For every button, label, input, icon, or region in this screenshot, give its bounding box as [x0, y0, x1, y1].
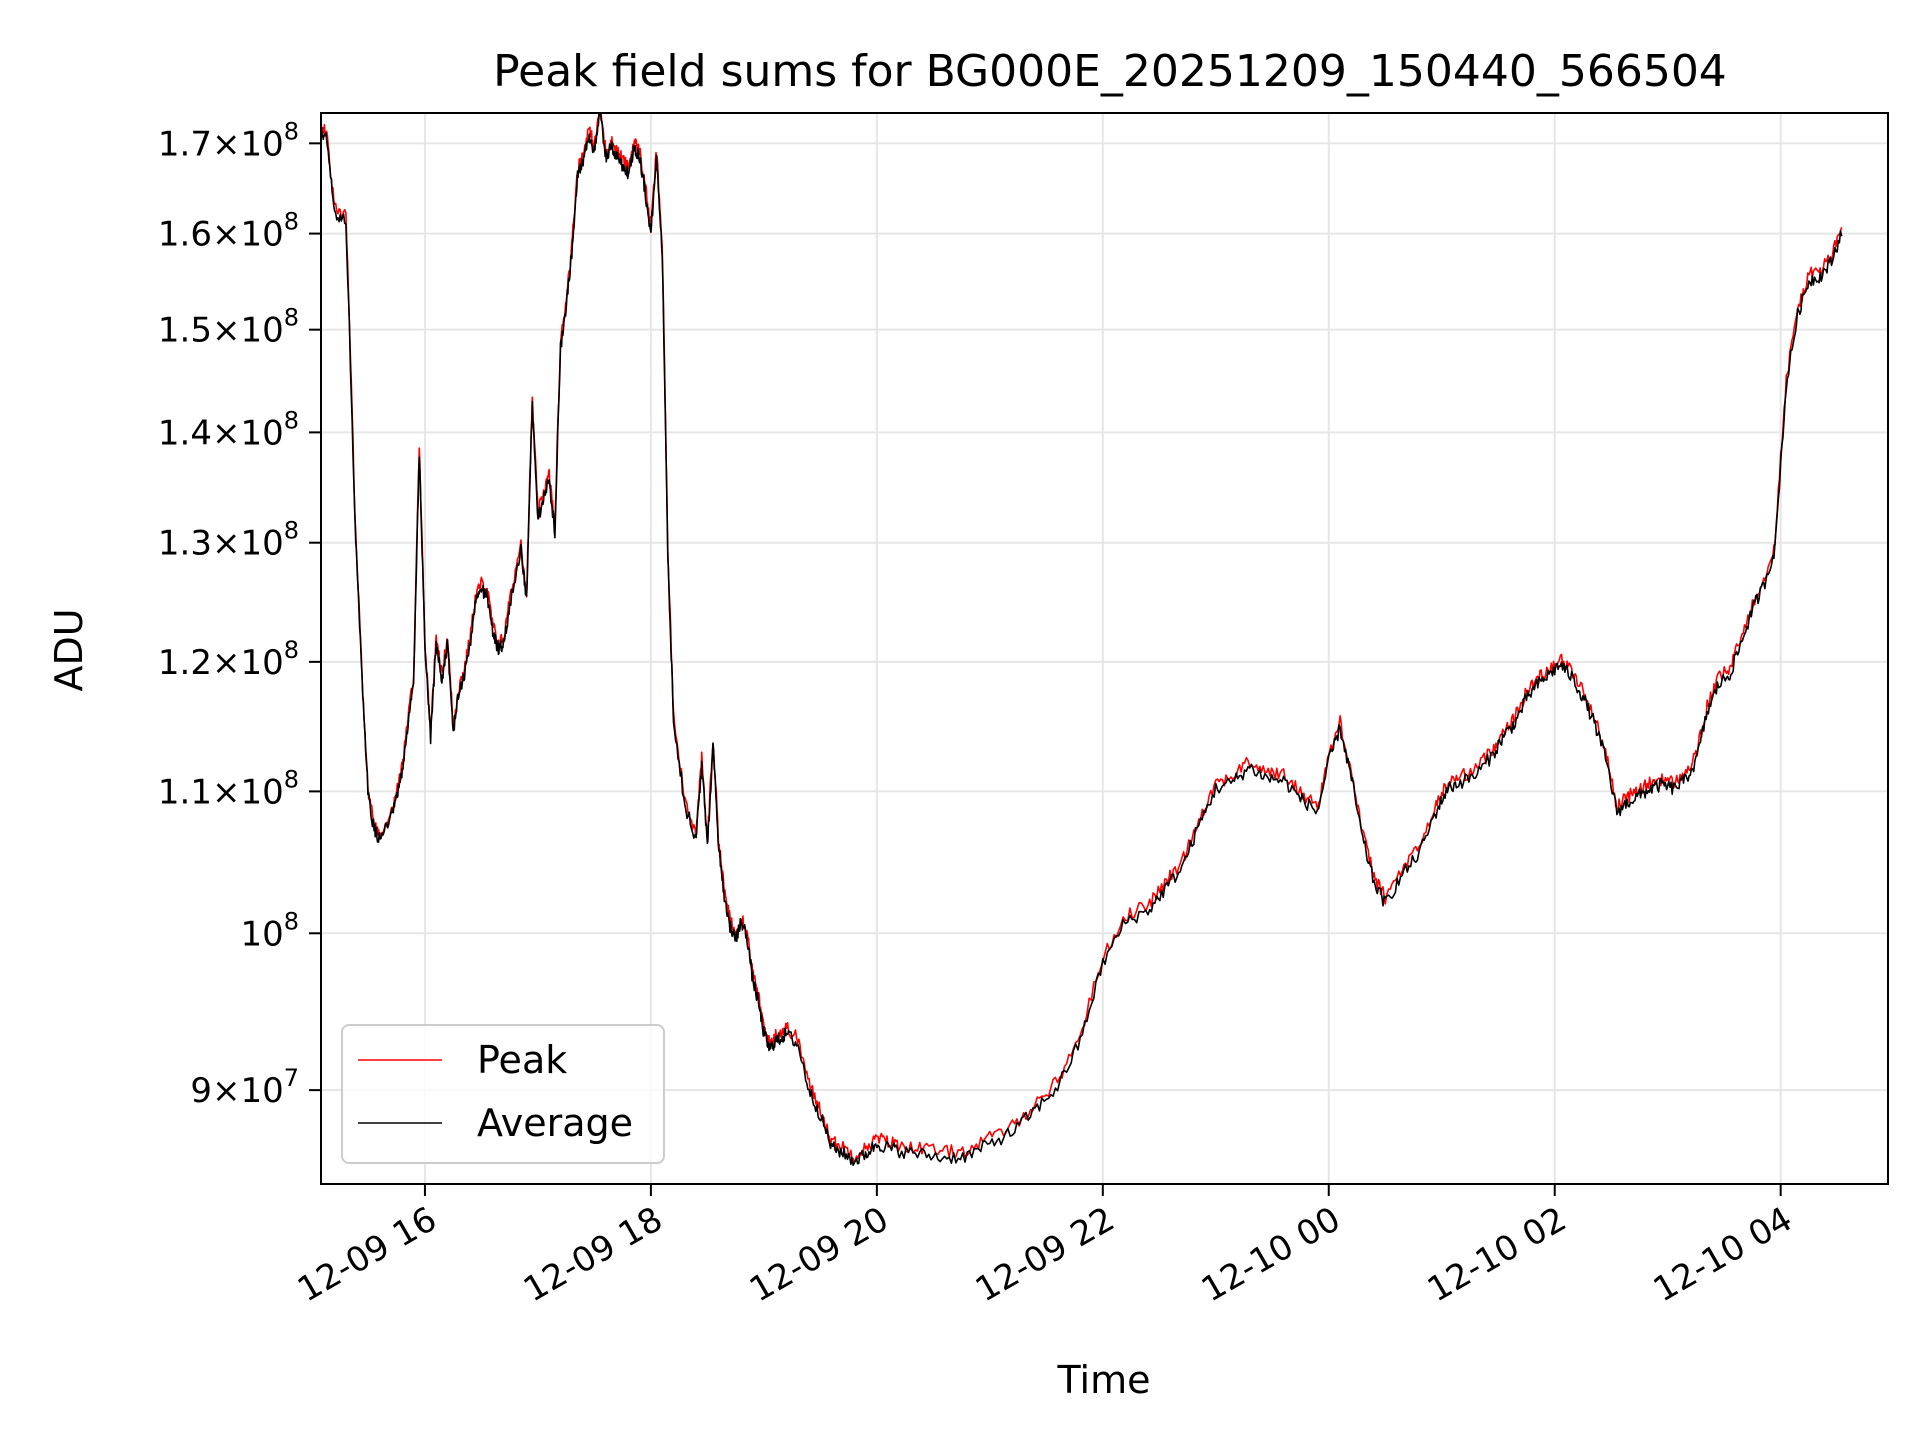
legend: Peak Average [341, 1024, 665, 1164]
legend-label-average: Average [477, 1101, 633, 1145]
y-tick-label: 1.6×108 [158, 208, 299, 255]
y-tick-label: 108 [240, 907, 299, 954]
x-axis-label: Time [1057, 1358, 1151, 1402]
y-tick-label: 1.3×108 [158, 517, 299, 564]
y-tick-label: 1.2×108 [158, 636, 299, 683]
plot-frame [320, 112, 1889, 1185]
y-axis-ticks: 9×107 108 1.1×108 1.2×108 1.3×108 1.4×108 1.5×… [158, 117, 321, 1111]
y-tick-label: 9×107 [190, 1064, 299, 1111]
legend-label-peak: Peak [477, 1038, 567, 1082]
y-tick-label: 1.7×108 [158, 117, 299, 164]
y-tick-label: 1.4×108 [158, 406, 299, 453]
y-axis-label: ADU [47, 608, 91, 691]
series-line-average [321, 113, 1843, 1166]
plot-series [321, 113, 1843, 1166]
y-tick-label: 1.5×108 [158, 304, 299, 351]
y-tick-label: 1.1×108 [158, 765, 299, 812]
chart-title: Peak field sums for BG000E_20251209_1504… [493, 46, 1727, 97]
